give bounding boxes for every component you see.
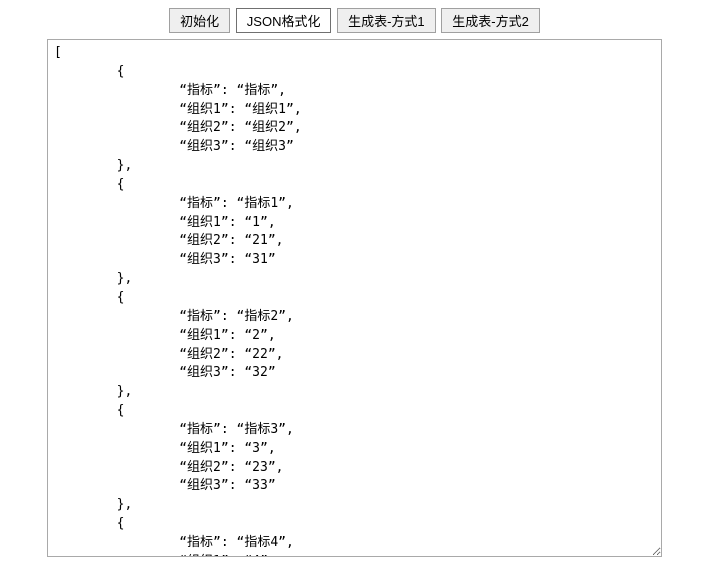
button-toolbar: 初始化 JSON格式化 生成表-方式1 生成表-方式2	[8, 8, 701, 33]
generate-table-mode2-button[interactable]: 生成表-方式2	[441, 8, 540, 33]
json-output-textarea[interactable]: [ { “指标”: “指标”, “组织1”: “组织1”, “组织2”: “组织…	[47, 39, 662, 557]
json-format-button[interactable]: JSON格式化	[236, 8, 332, 33]
generate-table-mode1-button[interactable]: 生成表-方式1	[337, 8, 436, 33]
init-button[interactable]: 初始化	[169, 8, 230, 33]
